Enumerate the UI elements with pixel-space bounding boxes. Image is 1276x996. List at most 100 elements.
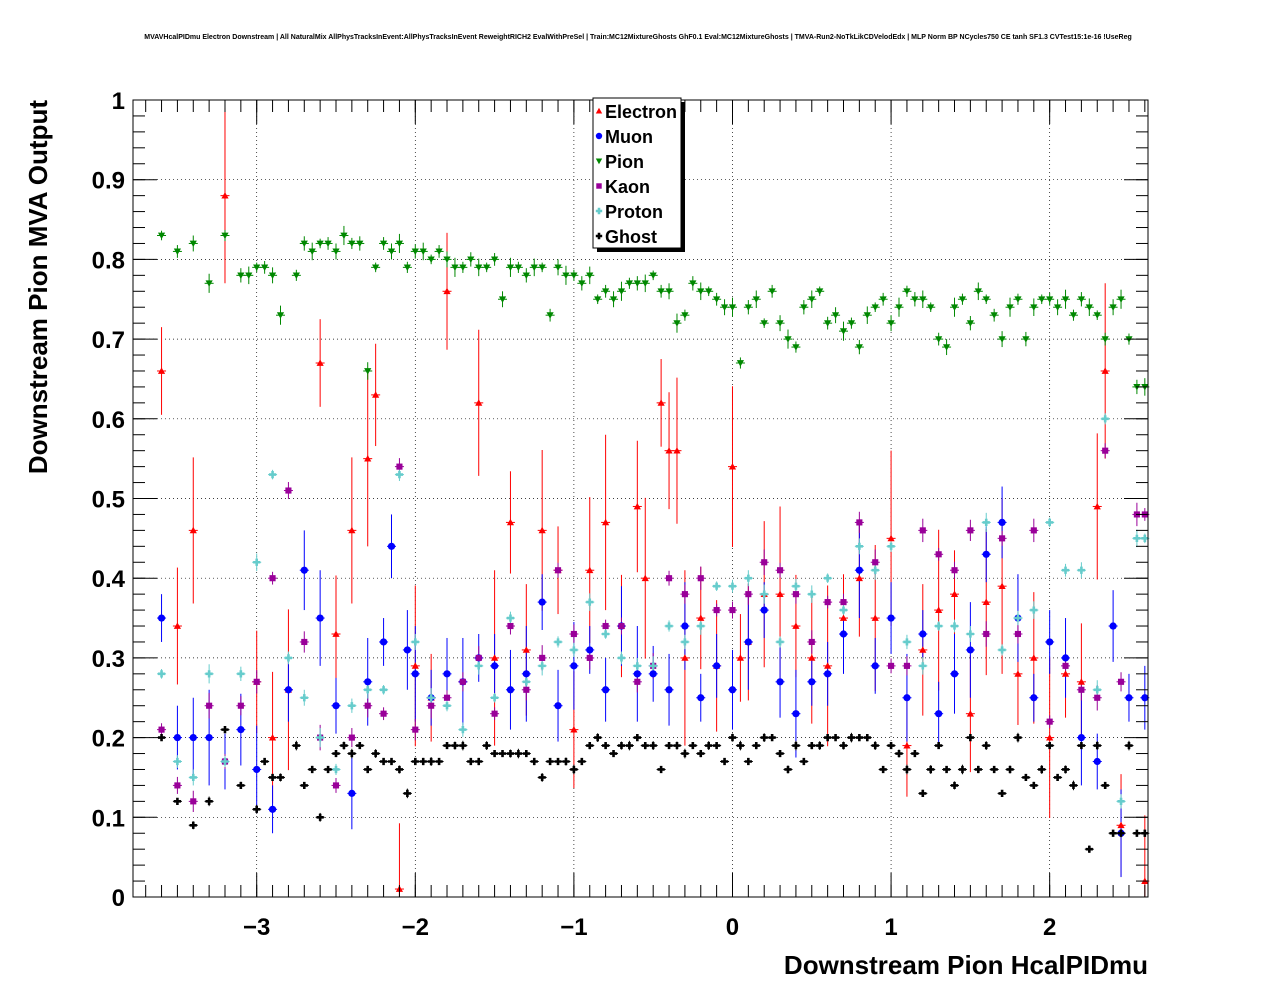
muon-point (268, 805, 277, 813)
y-tick-label: 0 (112, 885, 125, 912)
y-axis-title: Downstream Pion MVA Output (23, 100, 53, 474)
ghost-point (1109, 829, 1117, 837)
ghost-point (506, 749, 515, 758)
y-tick-label: 0.3 (92, 646, 125, 673)
electron-point (919, 646, 927, 653)
pion-point (617, 288, 626, 295)
muon-point (919, 630, 927, 638)
ghost-point (824, 734, 832, 742)
legend-marker-pion (595, 158, 603, 165)
kaon-point (1030, 527, 1037, 534)
ghost-point (942, 765, 951, 774)
pion-point (562, 272, 570, 279)
kaon-point (967, 527, 974, 534)
pion-point (808, 296, 816, 303)
pion-point (744, 304, 752, 311)
muon-point (237, 726, 245, 734)
muon-point (332, 702, 340, 710)
ghost-point (927, 765, 935, 774)
legend-label-electron: Electron (605, 102, 677, 122)
electron-point (268, 734, 277, 741)
ghost-point (792, 741, 800, 750)
ghost-point (308, 765, 316, 774)
ghost-point (364, 765, 372, 774)
pion-point (982, 296, 990, 303)
pion-point (966, 320, 974, 327)
proton-point (839, 606, 848, 614)
ghost-point (776, 749, 784, 758)
legend-label-kaon: Kaon (605, 177, 650, 197)
proton-point (1133, 534, 1141, 542)
electron-point (792, 622, 800, 629)
pion-point (1085, 304, 1093, 311)
pion-point (1093, 312, 1101, 319)
ghost-point (530, 757, 538, 766)
proton-point (728, 582, 737, 590)
muon-point (871, 662, 879, 670)
ghost-point (998, 789, 1006, 797)
pion-point (490, 256, 499, 263)
ghost-point (697, 749, 705, 758)
kaon-point (840, 599, 847, 606)
pion-point (1022, 336, 1030, 343)
kaon-point (1078, 686, 1085, 693)
pion-point (1077, 296, 1085, 303)
ghost-point (324, 765, 332, 774)
ghost-point (483, 741, 491, 750)
kaon-point (697, 575, 704, 582)
proton-point (157, 670, 166, 678)
proton-point (1101, 415, 1109, 423)
electron-point (673, 447, 681, 454)
legend: Electron Muon Pion Kaon Proton Ghost (592, 97, 685, 252)
pion-point (221, 232, 229, 240)
ghost-point (253, 805, 261, 813)
pion-point (713, 296, 721, 303)
ghost-point (911, 749, 919, 758)
kaon-point (634, 678, 641, 685)
x-tick-label: 0 (726, 914, 739, 941)
ghost-point (633, 734, 641, 742)
pion-point (697, 288, 705, 295)
proton-point (316, 734, 324, 742)
electron-point (372, 391, 380, 398)
electron-point (776, 590, 784, 598)
muon-point (157, 614, 166, 622)
kaon-point (507, 622, 514, 630)
pion-point (911, 296, 919, 303)
electron-point (736, 654, 745, 661)
ghost-point (744, 757, 752, 766)
pion-point (673, 320, 681, 327)
pion-point (308, 248, 316, 256)
electron-point (633, 502, 641, 510)
proton-point (808, 590, 816, 598)
legend-label-proton: Proton (605, 202, 663, 222)
muon-point (998, 518, 1006, 527)
ghost-point (966, 734, 974, 742)
ghost-point (1085, 845, 1093, 853)
kaon-point (999, 535, 1006, 542)
legend-box (592, 97, 682, 249)
y-tick-label: 1 (112, 88, 125, 115)
ghost-point (617, 741, 626, 750)
proton-point (744, 574, 752, 582)
ghost-point (475, 757, 483, 766)
proton-point (189, 773, 197, 782)
kaon-point (586, 654, 593, 661)
ghost-point (705, 741, 713, 750)
ghost-point (665, 741, 673, 750)
proton-point (364, 686, 372, 694)
pion-point (681, 312, 689, 319)
ghost-point (205, 797, 213, 805)
kaon-point (459, 678, 466, 685)
pion-point (760, 320, 768, 327)
proton-point (713, 582, 721, 590)
pion-point (879, 296, 887, 303)
proton-point (411, 638, 419, 646)
proton-point (966, 630, 974, 638)
ghost-point (522, 749, 530, 758)
ghost-point (1061, 765, 1070, 774)
kaon-point (618, 622, 625, 630)
pion-point (483, 264, 491, 271)
pion-point (332, 248, 340, 256)
